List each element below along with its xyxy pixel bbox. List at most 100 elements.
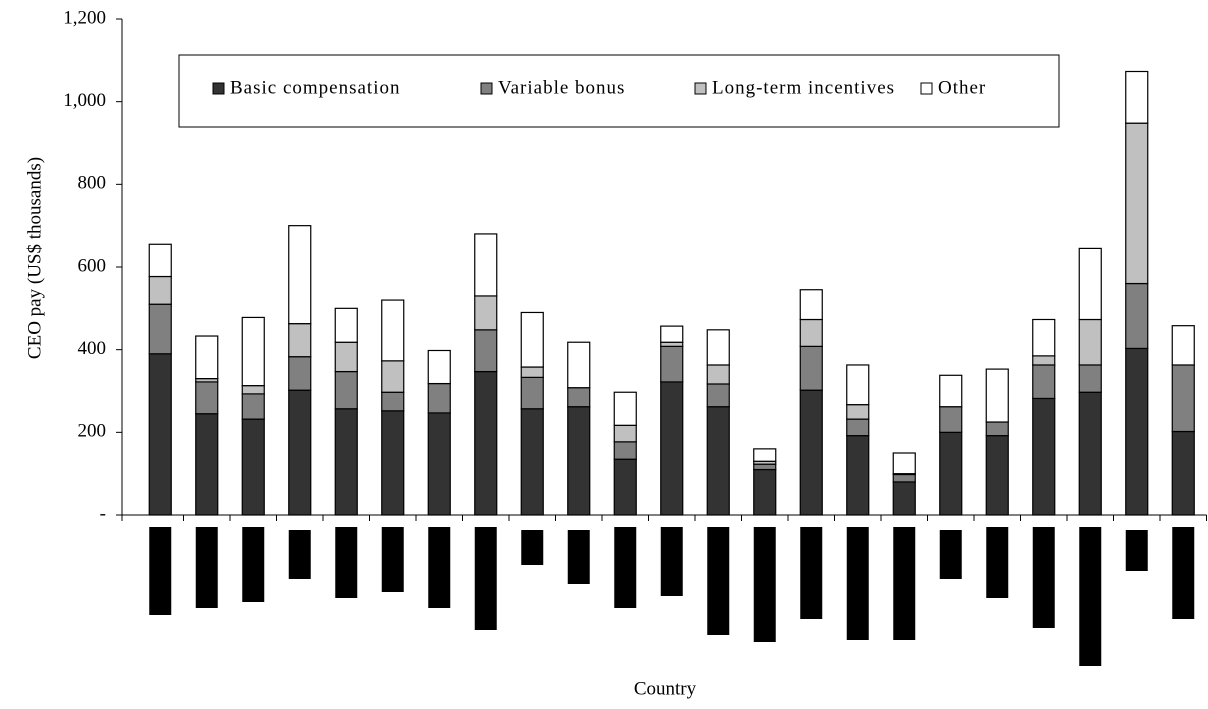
bar-segment — [1171, 430, 1195, 516]
bar-segment — [613, 441, 637, 460]
bar-segment — [241, 385, 265, 395]
bar-segment — [567, 387, 591, 408]
bar-segment — [706, 329, 730, 366]
y-tick-label: 800 — [78, 173, 107, 194]
bar-segment — [846, 404, 870, 420]
redacted-label — [195, 527, 218, 608]
bar-segment — [427, 349, 451, 385]
redacted-label — [939, 530, 962, 579]
y-tick-label: - — [100, 503, 106, 524]
redacted-label — [753, 527, 776, 642]
redacted-label — [986, 527, 1009, 598]
bar-segment — [474, 370, 498, 516]
bar-segment — [613, 424, 637, 443]
bar-segment — [753, 463, 777, 471]
redacted-label — [381, 527, 404, 592]
bar-segment — [381, 360, 405, 393]
bar-segment — [148, 303, 172, 355]
bar-segment — [846, 418, 870, 437]
bar-segment — [892, 481, 916, 516]
bar-segment — [567, 406, 591, 516]
bar-segment — [334, 307, 358, 343]
y-tick-label: 400 — [78, 338, 107, 359]
bar-segment — [474, 233, 498, 297]
bar-segment — [892, 473, 916, 483]
redacted-label — [474, 527, 497, 630]
redacted-label — [800, 527, 823, 619]
bar-segment — [148, 243, 172, 278]
bar-segment — [567, 341, 591, 389]
bar-segment — [892, 452, 916, 475]
bar-segment — [706, 406, 730, 516]
bar-segment — [520, 311, 544, 368]
legend-label: Long-term incentives — [712, 77, 895, 98]
bar-segment — [474, 329, 498, 373]
y-tick-label: 600 — [78, 255, 107, 276]
bar-segment — [706, 383, 730, 408]
bar-segment — [1032, 318, 1056, 357]
bar-segment — [939, 374, 963, 408]
bar-segment — [1125, 347, 1149, 516]
bar-segment — [1078, 364, 1102, 393]
bar-segment — [427, 412, 451, 516]
bar-segment — [1171, 364, 1195, 433]
bar-segment — [195, 381, 219, 415]
bar-segment — [706, 364, 730, 385]
bar-segment — [753, 448, 777, 462]
legend-label: Variable bonus — [498, 77, 625, 98]
redacted-label — [288, 530, 311, 579]
redacted-label — [335, 527, 358, 598]
redacted-label — [1032, 527, 1055, 628]
redacted-label — [567, 530, 590, 584]
redacted-label — [428, 527, 451, 608]
x-axis-label: Country — [634, 678, 697, 699]
bar-segment — [148, 275, 172, 305]
bar-segment — [985, 421, 1009, 437]
bar-segment — [1125, 282, 1149, 350]
bar-segment — [241, 418, 265, 516]
legend-swatch — [480, 82, 493, 95]
bar-segment — [1078, 318, 1102, 366]
bar-segment — [288, 225, 312, 325]
redacted-label — [893, 527, 916, 640]
bar-segment — [1078, 391, 1102, 516]
bar-segment — [846, 364, 870, 406]
legend-box — [178, 54, 1060, 128]
bar-segment — [799, 345, 823, 391]
y-tick-label: 1,000 — [63, 90, 106, 111]
redacted-label — [660, 527, 683, 596]
bar-segment — [1032, 397, 1056, 516]
bar-segment — [148, 353, 172, 516]
bar-segment — [427, 382, 451, 414]
bar-segment — [799, 318, 823, 347]
redacted-label — [707, 527, 730, 635]
bar-segment — [799, 389, 823, 516]
redacted-label — [614, 527, 637, 608]
bar-segment — [195, 413, 219, 516]
y-tick-label: 200 — [78, 421, 107, 442]
bar-segment — [381, 299, 405, 362]
bar-segment — [1125, 70, 1149, 124]
bar-segment — [660, 325, 684, 343]
bar-segment — [939, 431, 963, 516]
bar-segment — [334, 370, 358, 410]
bar-segment — [753, 468, 777, 516]
bar-segment — [846, 435, 870, 516]
legend-label: Other — [938, 77, 986, 98]
bar-segment — [985, 368, 1009, 423]
y-tick-label: 1,200 — [63, 7, 106, 28]
redacted-label — [846, 527, 869, 640]
bar-segment — [1032, 355, 1056, 366]
y-axis-label: CEO pay (US$ thousands) — [24, 157, 45, 359]
bar-segment — [381, 410, 405, 516]
redacted-label — [149, 527, 172, 615]
redacted-label — [1172, 527, 1195, 619]
bar-segment — [939, 406, 963, 433]
bar-segment — [1078, 247, 1102, 321]
bar-segment — [520, 366, 544, 378]
legend-swatch — [212, 82, 225, 95]
bar-segment — [799, 289, 823, 321]
bar-segment — [288, 389, 312, 516]
bar-segment — [1171, 325, 1195, 366]
bar-segment — [613, 458, 637, 516]
